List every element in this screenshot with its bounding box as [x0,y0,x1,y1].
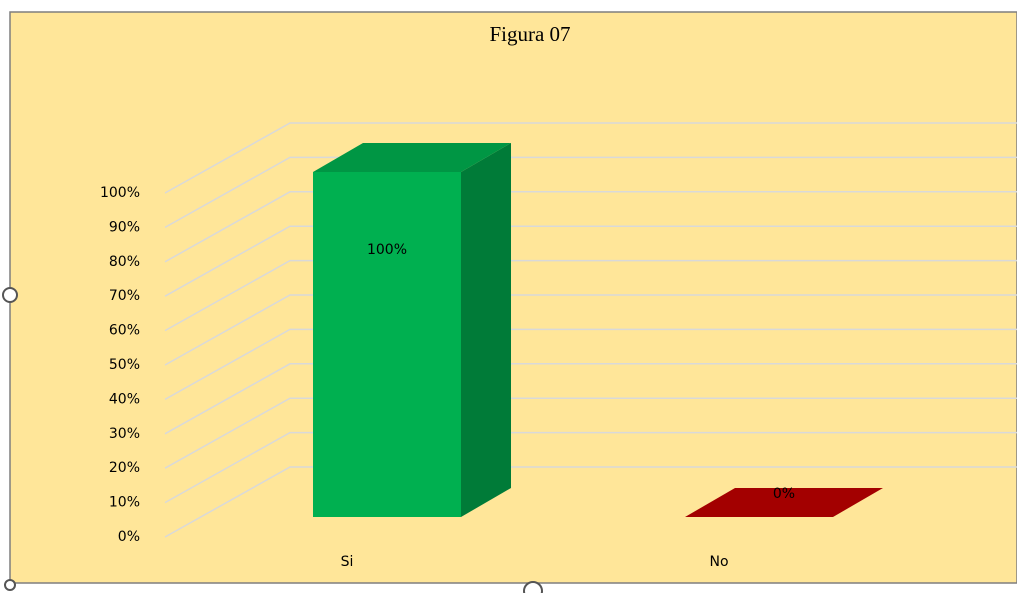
grid-line [164,294,1017,366]
chart-area [9,11,1017,584]
resize-handle[interactable] [4,579,16,591]
grid-line [164,122,1017,194]
bar-top [685,488,883,517]
value-label: 100% [367,242,407,258]
grid-line [164,397,1017,469]
y-tick-label: 90% [109,219,140,235]
grid-line [164,466,1017,538]
grid-line [164,156,1017,229]
y-tick-label: 10% [109,495,140,511]
y-tick-label: 30% [109,426,140,442]
value-label: 0% [773,486,795,502]
bar-top [313,143,511,172]
bar-side [461,143,511,517]
grid-line [164,328,1017,401]
grid-line [164,259,1017,332]
y-tick-label: 40% [109,391,140,407]
grid-line [164,225,1017,297]
resize-handle[interactable] [523,581,543,593]
y-tick-label: 50% [109,357,140,373]
chart-title: Figura 07 [489,22,570,46]
grid-line [164,363,1017,435]
y-tick-label: 0% [118,529,140,545]
resize-handle[interactable] [2,287,18,303]
grid-line [164,191,1017,263]
x-tick-label: Si [341,554,354,570]
bar-front [313,172,461,517]
x-tick-label: No [709,554,728,570]
y-tick-label: 70% [109,288,140,304]
grid-line [164,431,1017,504]
y-tick-label: 80% [109,254,140,270]
y-tick-label: 20% [109,460,140,476]
y-tick-label: 100% [100,185,140,201]
y-tick-label: 60% [109,323,140,339]
